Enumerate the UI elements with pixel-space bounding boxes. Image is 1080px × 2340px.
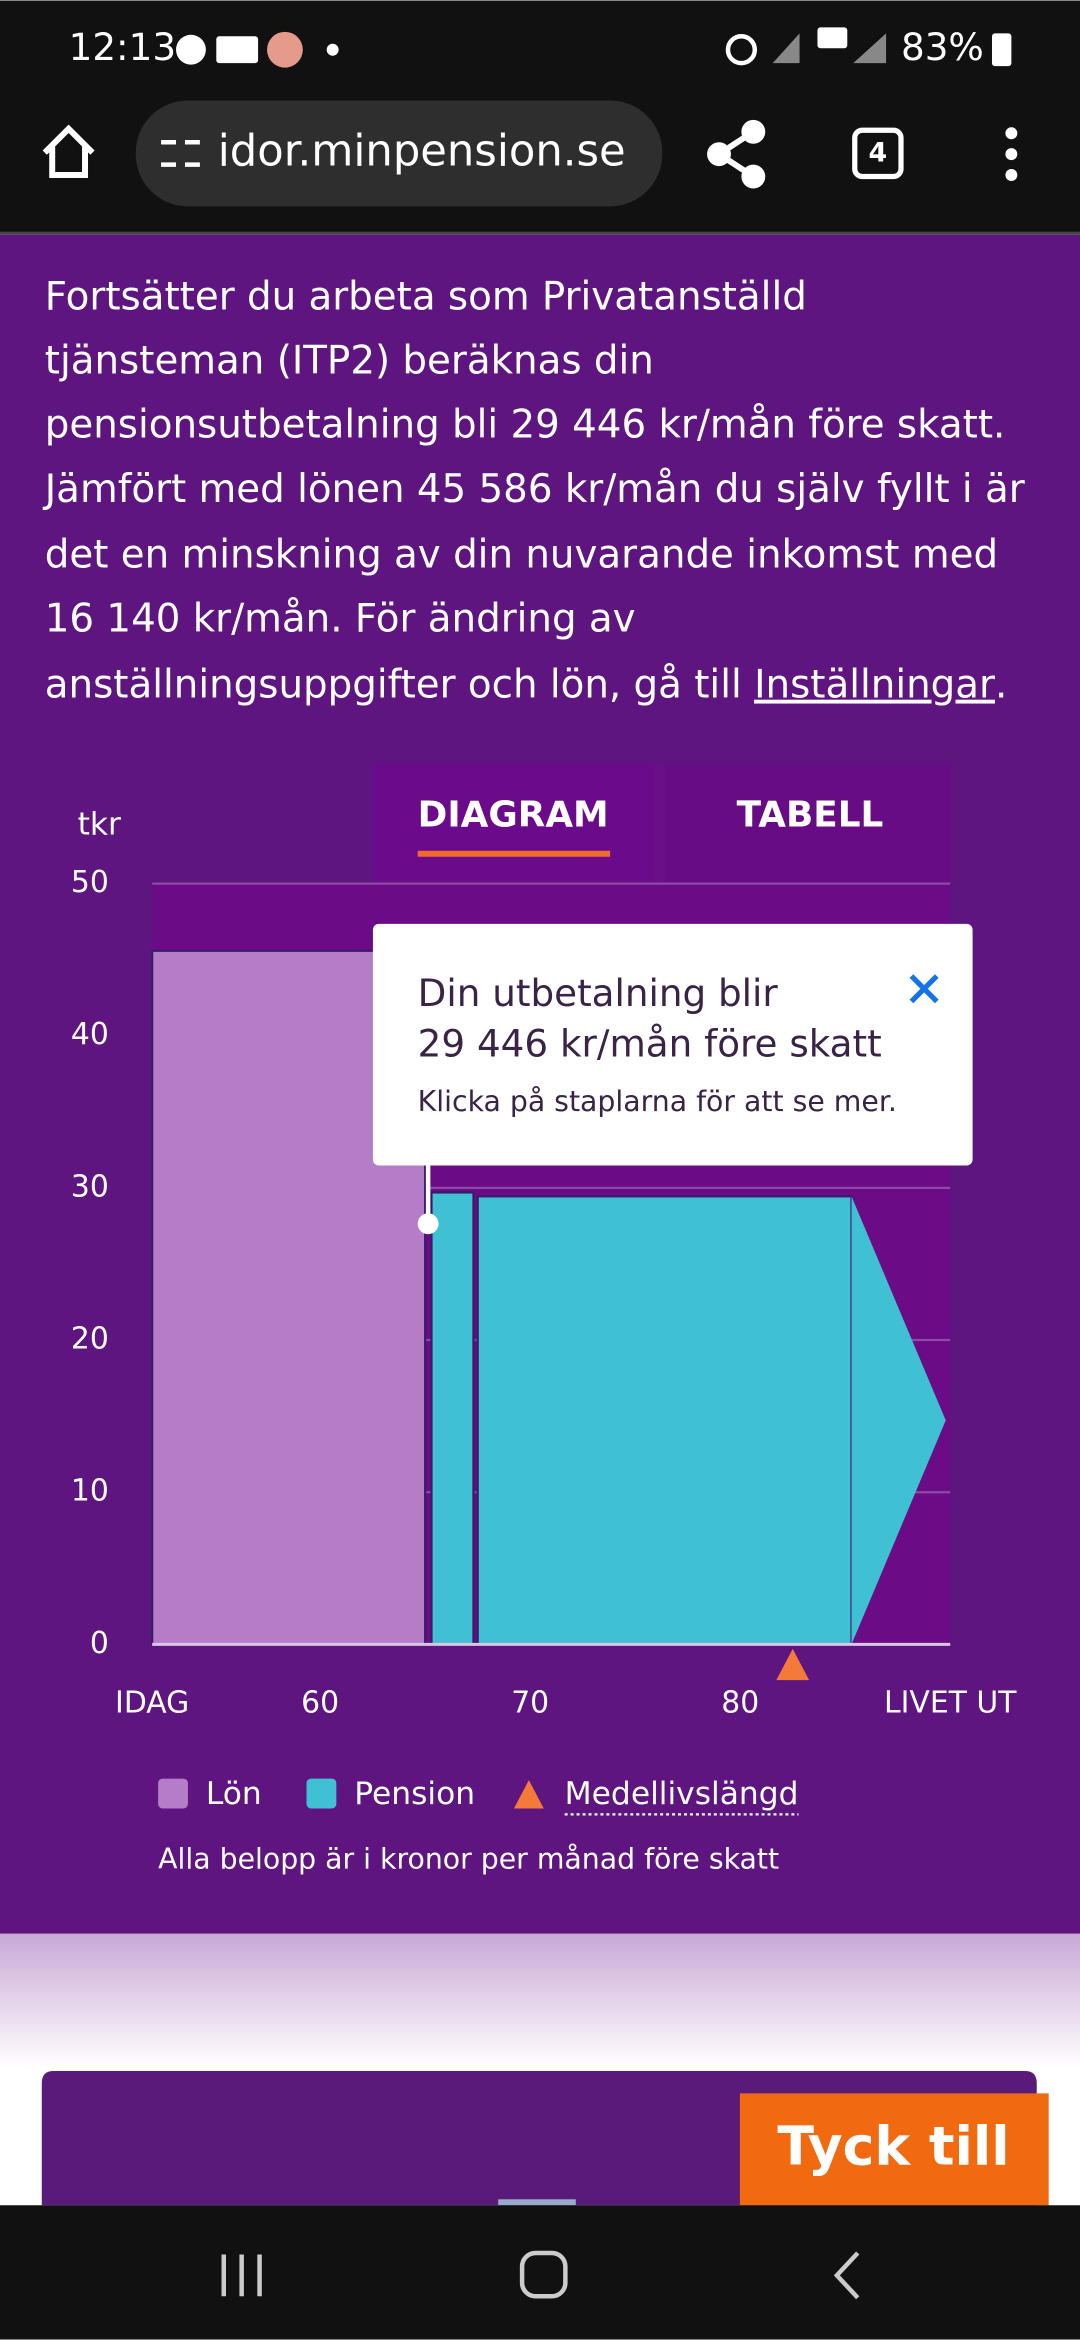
battery-level: 83% bbox=[901, 25, 984, 69]
clock: 12:13 bbox=[69, 25, 176, 69]
y-tick-label: 40 bbox=[71, 1017, 109, 1052]
signal-icons bbox=[772, 33, 887, 64]
shadow bbox=[0, 1933, 1080, 2069]
url-bar[interactable] bbox=[135, 100, 663, 207]
bar bbox=[476, 1195, 853, 1646]
tab-label: TABELL bbox=[737, 794, 884, 835]
bar-taper bbox=[851, 1196, 946, 1645]
legend-swatch bbox=[158, 1778, 188, 1809]
temu-icon bbox=[216, 36, 259, 64]
y-tick-label: 0 bbox=[90, 1626, 109, 1661]
life-expectancy-marker bbox=[776, 1648, 810, 1681]
tooltip-amount: 29 446 kr/mån före skatt bbox=[418, 1022, 882, 1066]
home-button[interactable] bbox=[42, 124, 95, 179]
card-handle bbox=[498, 2199, 576, 2206]
intro-line: pensionsutbetalning bli 29 446 kr/mån fö… bbox=[45, 403, 1006, 448]
alarm-icon bbox=[725, 34, 758, 66]
x-tick-label: IDAG bbox=[115, 1686, 189, 1721]
y-tick-label: 50 bbox=[71, 865, 109, 900]
site-settings-icon[interactable] bbox=[161, 139, 200, 167]
y-tick-label: 20 bbox=[71, 1322, 109, 1357]
nav-bar bbox=[0, 2205, 1080, 2340]
feedback-button[interactable] bbox=[739, 2093, 1049, 2206]
intro-text-part: anställningsuppgifter och lön, gå till bbox=[45, 662, 754, 707]
x-tick-label: 70 bbox=[511, 1686, 549, 1721]
x-tick-label: LIVET UT bbox=[884, 1686, 1017, 1721]
back-button[interactable] bbox=[833, 2251, 860, 2300]
x-tick-label: 80 bbox=[721, 1686, 759, 1721]
legend-label: Medellivslängd bbox=[565, 1776, 799, 1812]
tabs-button[interactable] bbox=[852, 127, 904, 180]
intro-line: Jämfört med lönen 45 586 kr/mån du själv… bbox=[43, 467, 1025, 512]
intro-line: 16 140 kr/mån. För ändring av bbox=[45, 597, 636, 642]
bar bbox=[430, 1191, 475, 1646]
tab-count: 4 bbox=[869, 138, 888, 169]
tooltip-close[interactable] bbox=[909, 974, 939, 1004]
avatar-icon bbox=[267, 31, 303, 68]
tooltip-hint: Klicka på staplarna för att se mer. bbox=[418, 1085, 897, 1118]
url: idor.minpension.se bbox=[218, 127, 626, 177]
legend-swatch bbox=[306, 1778, 337, 1809]
home-nav-button[interactable] bbox=[519, 2250, 568, 2299]
x-tick-label: 60 bbox=[301, 1686, 339, 1721]
tooltip-title: Din utbetalning blir bbox=[418, 971, 779, 1015]
battery-icon bbox=[991, 33, 1012, 67]
legend: Lön Pension Medellivslängd bbox=[158, 1776, 799, 1816]
y-tick-label: 30 bbox=[71, 1169, 109, 1204]
active-tab-indicator bbox=[417, 850, 611, 857]
share-button[interactable] bbox=[707, 119, 766, 189]
intro-text-part: . bbox=[995, 662, 1007, 707]
tab-label: DIAGRAM bbox=[418, 794, 609, 835]
legend-label: Lön bbox=[206, 1776, 262, 1812]
intro-line: anställningsuppgifter och lön, gå till I… bbox=[45, 662, 1008, 707]
menu-button[interactable] bbox=[1005, 127, 1018, 181]
feedback-label: Tyck till bbox=[777, 2115, 1009, 2178]
tab-diagram[interactable] bbox=[372, 764, 654, 884]
tooltip-pin-dot bbox=[417, 1213, 439, 1235]
legend-label: Pension bbox=[354, 1776, 475, 1812]
intro-line: det en minskning av din nuvarande inkoms… bbox=[45, 532, 998, 577]
y-axis-label: tkr bbox=[78, 806, 121, 842]
intro-line: Fortsätter du arbeta som Privatanställd bbox=[45, 274, 807, 319]
5g-icon bbox=[817, 27, 848, 49]
intro-text: Fortsätter du arbeta som Privatanställd … bbox=[43, 274, 1025, 707]
messenger-icon bbox=[176, 34, 206, 65]
settings-link[interactable]: Inställningar bbox=[754, 662, 995, 707]
chart-note: Alla belopp är i kronor per månad före s… bbox=[158, 1843, 779, 1876]
legend-marker bbox=[513, 1780, 544, 1809]
divider bbox=[0, 231, 1080, 235]
recents-button[interactable] bbox=[221, 2254, 262, 2297]
y-tick-label: 10 bbox=[71, 1474, 109, 1509]
dot bbox=[326, 43, 339, 56]
tooltip bbox=[372, 923, 973, 1166]
intro-line: tjänsteman (ITP2) beräknas din bbox=[45, 338, 654, 383]
tab-table[interactable] bbox=[665, 764, 951, 884]
